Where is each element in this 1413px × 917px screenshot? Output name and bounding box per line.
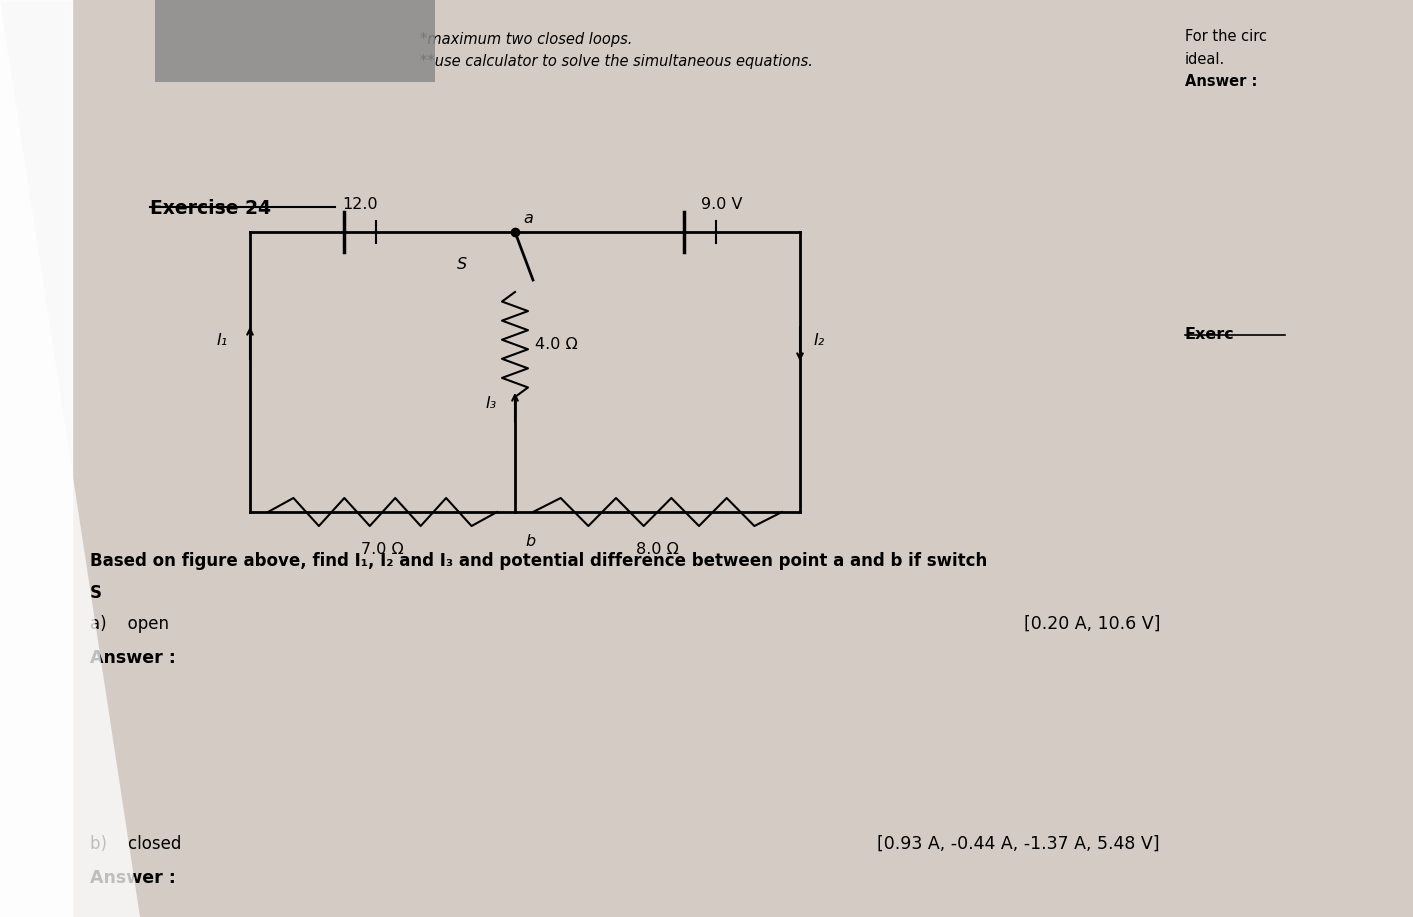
Text: Answer :: Answer : — [90, 649, 175, 667]
Text: **use calculator to solve the simultaneous equations.: **use calculator to solve the simultaneo… — [420, 54, 812, 69]
Text: Exercise 24: Exercise 24 — [150, 199, 271, 218]
Text: [0.93 A, -0.44 A, -1.37 A, 5.48 V]: [0.93 A, -0.44 A, -1.37 A, 5.48 V] — [877, 835, 1160, 853]
Text: 7.0 Ω: 7.0 Ω — [362, 542, 404, 557]
Text: Answer :: Answer : — [90, 869, 175, 887]
Text: b: b — [526, 534, 536, 549]
Polygon shape — [0, 0, 140, 917]
Text: a: a — [523, 211, 533, 226]
Text: Exerc: Exerc — [1186, 327, 1235, 342]
Text: a)    open: a) open — [90, 615, 170, 633]
Bar — [155, 0, 435, 82]
Text: b)    closed: b) closed — [90, 835, 181, 853]
Text: I₁: I₁ — [216, 333, 227, 348]
Text: 12.0: 12.0 — [342, 197, 377, 212]
Text: Answer :: Answer : — [1186, 74, 1258, 89]
Text: I₃: I₃ — [486, 395, 497, 411]
Text: 9.0 V: 9.0 V — [701, 197, 743, 212]
Text: ideal.: ideal. — [1186, 52, 1225, 67]
Text: I₂: I₂ — [814, 333, 825, 348]
Bar — [0, 0, 72, 917]
Text: S: S — [90, 584, 102, 602]
Text: [0.20 A, 10.6 V]: [0.20 A, 10.6 V] — [1023, 615, 1160, 633]
Text: For the circ: For the circ — [1186, 29, 1267, 44]
Text: Based on figure above, find I₁, I₂ and I₃ and potential difference between point: Based on figure above, find I₁, I₂ and I… — [90, 552, 988, 570]
Text: S: S — [456, 257, 468, 271]
Text: 8.0 Ω: 8.0 Ω — [636, 542, 678, 557]
Text: *maximum two closed loops.: *maximum two closed loops. — [420, 32, 633, 47]
Text: 4.0 Ω: 4.0 Ω — [536, 337, 578, 352]
